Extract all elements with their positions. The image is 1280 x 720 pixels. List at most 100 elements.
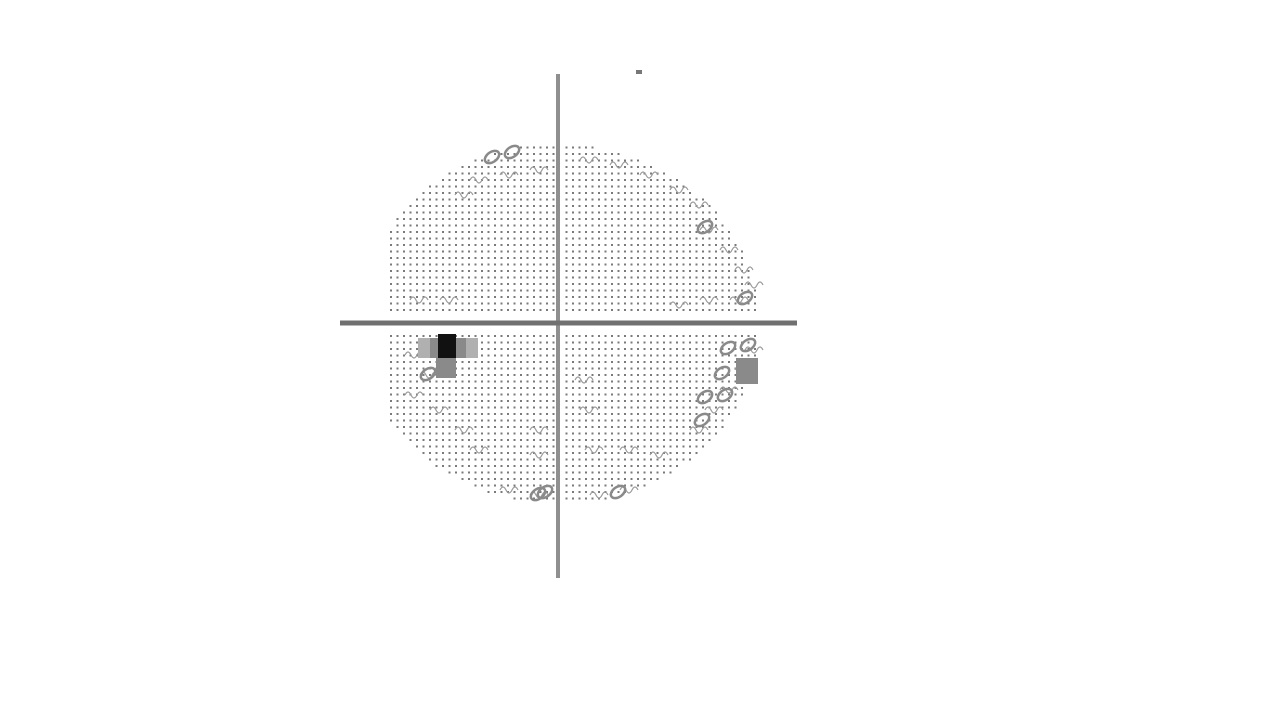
field-dot bbox=[546, 270, 548, 272]
field-dot bbox=[533, 361, 535, 363]
field-dot bbox=[533, 413, 535, 415]
field-dot bbox=[487, 270, 490, 272]
field-dot bbox=[513, 192, 516, 194]
field-dot bbox=[721, 354, 724, 357]
wave-symbol bbox=[574, 376, 594, 384]
field-dot bbox=[520, 413, 522, 415]
field-dot bbox=[708, 432, 711, 435]
field-dot bbox=[650, 302, 652, 305]
field-dot bbox=[487, 484, 490, 487]
field-dot bbox=[390, 309, 392, 311]
field-dot bbox=[455, 413, 457, 415]
field-dot bbox=[416, 296, 418, 298]
field-dot bbox=[461, 205, 464, 207]
field-dot bbox=[546, 192, 548, 194]
field-dot bbox=[682, 445, 685, 448]
field-dot bbox=[676, 302, 678, 305]
field-dot bbox=[409, 270, 412, 272]
field-dot bbox=[656, 426, 659, 428]
field-dot bbox=[474, 406, 477, 409]
field-dot bbox=[461, 296, 464, 298]
field-dot bbox=[416, 432, 418, 435]
field-dot bbox=[507, 283, 509, 285]
field-dot bbox=[637, 205, 639, 207]
field-dot bbox=[682, 270, 685, 272]
field-dot bbox=[520, 179, 522, 181]
field-dot bbox=[539, 439, 542, 441]
field-dot bbox=[578, 465, 581, 467]
field-dot bbox=[526, 296, 529, 298]
field-dot bbox=[637, 400, 639, 402]
field-dot bbox=[585, 387, 587, 389]
field-dot bbox=[513, 335, 516, 337]
field-dot bbox=[546, 218, 548, 220]
field-dot bbox=[630, 283, 633, 285]
field-dot bbox=[455, 380, 457, 383]
field-dot bbox=[643, 341, 646, 344]
field-dot bbox=[708, 257, 711, 259]
field-dot bbox=[403, 335, 405, 337]
field-dot bbox=[494, 432, 496, 435]
field-dot bbox=[611, 270, 613, 272]
field-dot bbox=[513, 445, 516, 448]
field-dot bbox=[468, 302, 470, 305]
field-dot bbox=[689, 289, 691, 292]
field-dot bbox=[403, 263, 405, 266]
field-dot bbox=[526, 198, 529, 201]
field-dot bbox=[624, 179, 626, 181]
field-dot bbox=[715, 231, 717, 233]
field-dot bbox=[435, 231, 438, 233]
field-dot bbox=[552, 471, 555, 474]
field-dot bbox=[448, 413, 451, 415]
field-dot bbox=[396, 270, 399, 272]
field-dot bbox=[565, 179, 568, 181]
field-dot bbox=[526, 471, 529, 474]
field-dot bbox=[578, 406, 581, 409]
field-dot bbox=[598, 192, 600, 194]
field-dot bbox=[578, 309, 581, 311]
field-dot bbox=[520, 172, 522, 175]
field-dot bbox=[637, 166, 639, 168]
field-dot bbox=[481, 257, 483, 259]
field-dot bbox=[695, 250, 698, 253]
field-dot bbox=[637, 452, 639, 454]
field-dot bbox=[546, 244, 548, 246]
field-dot bbox=[507, 439, 509, 441]
field-dot bbox=[500, 192, 503, 194]
field-dot bbox=[494, 224, 496, 227]
field-dot bbox=[669, 400, 672, 402]
field-dot bbox=[435, 302, 438, 305]
field-dot bbox=[455, 244, 457, 246]
field-dot bbox=[390, 374, 392, 376]
field-dot bbox=[734, 374, 737, 376]
field-dot bbox=[500, 413, 503, 415]
field-dot bbox=[448, 419, 451, 422]
field-dot bbox=[461, 218, 464, 220]
field-dot bbox=[468, 224, 470, 227]
field-dot bbox=[656, 283, 659, 285]
field-dot bbox=[578, 257, 581, 259]
field-dot bbox=[520, 400, 522, 402]
field-dot bbox=[591, 465, 594, 467]
field-dot bbox=[487, 205, 490, 207]
wave-symbol bbox=[719, 386, 739, 394]
field-dot bbox=[598, 387, 600, 389]
field-dot bbox=[429, 445, 431, 448]
field-dot bbox=[611, 257, 613, 259]
field-dot bbox=[611, 413, 613, 415]
field-dot bbox=[416, 244, 418, 246]
field-dot bbox=[695, 380, 698, 383]
field-dot bbox=[526, 179, 529, 181]
field-dot bbox=[702, 393, 704, 396]
field-dot bbox=[533, 159, 535, 162]
field-dot bbox=[507, 406, 509, 409]
field-dot bbox=[513, 497, 516, 500]
field-dot bbox=[494, 419, 496, 422]
field-dot bbox=[396, 354, 399, 357]
field-dot bbox=[539, 153, 542, 155]
field-dot bbox=[578, 276, 581, 279]
field-dot bbox=[468, 179, 470, 181]
field-dot bbox=[676, 341, 678, 344]
field-dot bbox=[526, 393, 529, 396]
field-dot bbox=[676, 250, 678, 253]
